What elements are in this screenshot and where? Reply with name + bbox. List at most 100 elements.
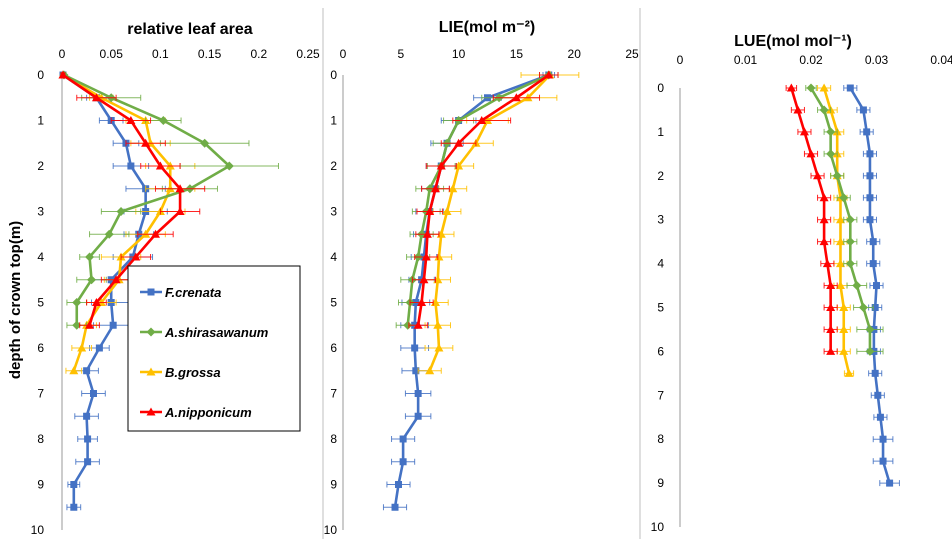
data-point	[83, 367, 91, 375]
data-point	[425, 366, 435, 375]
data-point	[433, 320, 443, 329]
legend-label: A.nipponicum	[164, 405, 252, 420]
data-point	[845, 215, 855, 225]
chart-title: relative leaf area	[127, 21, 253, 38]
data-point	[819, 215, 829, 224]
y-tick-label: 3	[330, 205, 337, 219]
data-point	[84, 435, 92, 443]
data-point	[819, 105, 829, 115]
data-point	[819, 193, 829, 202]
y-tick-label: 2	[657, 169, 664, 183]
data-point	[845, 237, 855, 247]
y-tick-label: 6	[37, 341, 44, 355]
y-tick-label: 9	[330, 478, 337, 492]
y-tick-label: 6	[330, 341, 337, 355]
y-tick-label: 10	[651, 520, 665, 534]
data-point	[87, 275, 97, 285]
data-point	[85, 320, 95, 329]
data-point	[865, 346, 875, 356]
data-point	[786, 83, 796, 92]
data-point	[127, 162, 135, 170]
data-point	[826, 346, 836, 355]
data-point	[806, 149, 816, 158]
series-A.nipponicum	[58, 70, 206, 329]
y-tick-label: 1	[330, 114, 337, 128]
data-point	[158, 116, 168, 125]
y-tick-label: 9	[37, 478, 44, 492]
data-point	[859, 106, 867, 114]
data-point	[72, 320, 82, 330]
data-point	[72, 298, 82, 307]
data-point	[866, 172, 874, 180]
chart-title: LUE(mol mol⁻¹)	[734, 33, 852, 50]
y-tick-label: 5	[37, 296, 44, 310]
legend-label: B.grossa	[165, 365, 221, 380]
x-tick-label: 25	[625, 47, 639, 61]
data-point	[111, 275, 121, 284]
data-point	[434, 252, 444, 261]
data-point	[70, 503, 78, 511]
data-point	[414, 412, 422, 420]
data-point	[399, 458, 407, 466]
series-A.shirasawanum	[805, 83, 884, 356]
series-line	[62, 73, 182, 326]
data-point	[835, 237, 845, 246]
chart-title: LIE(mol m⁻²)	[439, 19, 535, 36]
data-point	[874, 391, 882, 399]
legend-marker	[146, 407, 156, 416]
data-point	[77, 343, 87, 352]
data-point	[813, 171, 823, 180]
data-point	[844, 368, 854, 377]
x-tick-label: 0.01	[734, 53, 758, 67]
y-tick-label: 4	[657, 257, 664, 271]
y-tick-label: 8	[37, 432, 44, 446]
data-point	[83, 412, 91, 420]
data-point	[430, 184, 440, 193]
panel-relative-leaf-area: relative leaf area 0 0.05 0.1 0.15 0.2 0.25 0 1…	[31, 21, 320, 537]
x-tick-label: 5	[397, 47, 404, 61]
legend-label: F.crenata	[165, 285, 221, 300]
data-point	[839, 303, 849, 311]
data-point	[436, 161, 446, 170]
x-tick-label: 0.05	[100, 47, 124, 61]
x-tick-label: 10	[452, 47, 466, 61]
data-point	[873, 282, 880, 290]
data-point	[84, 458, 92, 466]
data-point	[126, 116, 136, 124]
x-tick-label: 0.2	[250, 47, 267, 61]
x-tick-label: 0	[677, 53, 684, 67]
data-point	[150, 229, 160, 238]
legend-marker	[147, 288, 155, 296]
data-point	[863, 128, 871, 136]
data-point	[448, 184, 458, 193]
y-tick-label: 1	[657, 125, 664, 139]
data-point	[826, 149, 836, 159]
data-point	[819, 83, 829, 92]
y-tick-label: 8	[330, 432, 337, 446]
data-point	[511, 93, 521, 102]
data-point	[425, 207, 435, 215]
data-point	[879, 457, 887, 465]
series-A.shirasawanum	[395, 70, 559, 330]
panel-lue: LUE(mol mol⁻¹) 0 0.01 0.02 0.03 0.04 0 1 2 3 4 5 6 7…	[651, 33, 952, 534]
x-tick-label: 0.15	[198, 47, 222, 61]
y-tick-label: 7	[330, 387, 337, 401]
data-point	[403, 320, 413, 330]
x-tick-label: 0	[59, 47, 66, 61]
data-point	[91, 93, 101, 102]
data-point	[419, 275, 429, 284]
data-point	[58, 70, 68, 79]
y-tick-label: 0	[37, 68, 44, 82]
data-point	[399, 435, 407, 443]
data-point	[865, 324, 875, 334]
data-point	[224, 161, 234, 171]
legend-marker	[146, 367, 156, 376]
data-point	[869, 238, 877, 246]
x-tick-label: 0.03	[865, 53, 889, 67]
series-A.nipponicum	[785, 83, 838, 355]
data-point	[806, 83, 816, 93]
legend-box	[127, 265, 301, 432]
data-point	[477, 116, 487, 124]
data-point	[846, 84, 854, 92]
